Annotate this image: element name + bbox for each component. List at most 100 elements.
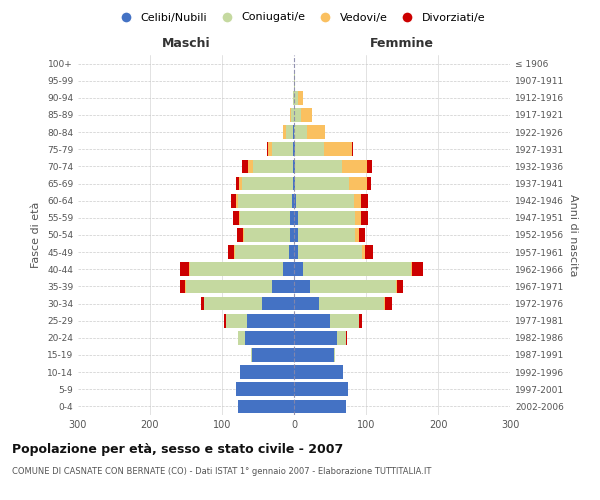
- Bar: [294, 366, 343, 379]
- Bar: [226, 314, 247, 328]
- Bar: [244, 228, 290, 242]
- Bar: [190, 262, 283, 276]
- Bar: [290, 211, 294, 224]
- Bar: [365, 246, 373, 259]
- Bar: [233, 211, 239, 224]
- Text: COMUNE DI CASNATE CON BERNATE (CO) - Dati ISTAT 1° gennaio 2007 - Elaborazione T: COMUNE DI CASNATE CON BERNATE (CO) - Dat…: [12, 468, 431, 476]
- Bar: [186, 280, 272, 293]
- Bar: [224, 314, 226, 328]
- Bar: [290, 108, 291, 122]
- Bar: [410, 262, 412, 276]
- Bar: [201, 296, 204, 310]
- Bar: [307, 126, 325, 139]
- Bar: [330, 314, 359, 328]
- Y-axis label: Anni di nascita: Anni di nascita: [568, 194, 578, 276]
- Bar: [289, 246, 294, 259]
- Bar: [292, 194, 294, 207]
- Text: Popolazione per età, sesso e stato civile - 2007: Popolazione per età, sesso e stato civil…: [12, 442, 343, 456]
- Bar: [185, 280, 186, 293]
- Bar: [229, 246, 234, 259]
- Bar: [296, 194, 354, 207]
- Bar: [294, 228, 298, 242]
- Bar: [290, 228, 294, 242]
- Bar: [293, 160, 294, 173]
- Bar: [295, 142, 323, 156]
- Bar: [235, 246, 289, 259]
- Bar: [294, 331, 337, 344]
- Bar: [294, 314, 330, 328]
- Bar: [294, 348, 334, 362]
- Bar: [238, 194, 292, 207]
- Bar: [294, 211, 298, 224]
- Bar: [355, 211, 361, 224]
- Bar: [294, 262, 302, 276]
- Bar: [294, 91, 298, 104]
- Bar: [239, 211, 240, 224]
- Bar: [294, 382, 348, 396]
- Bar: [349, 176, 367, 190]
- Legend: Celibi/Nubili, Coniugati/e, Vedovi/e, Divorziati/e: Celibi/Nubili, Coniugati/e, Vedovi/e, Di…: [110, 8, 490, 27]
- Bar: [298, 246, 362, 259]
- Bar: [248, 160, 253, 173]
- Bar: [293, 126, 294, 139]
- Bar: [359, 228, 365, 242]
- Bar: [243, 228, 244, 242]
- Bar: [283, 262, 294, 276]
- Bar: [251, 348, 252, 362]
- Bar: [236, 194, 238, 207]
- Bar: [294, 246, 298, 259]
- Bar: [294, 194, 296, 207]
- Bar: [346, 331, 347, 344]
- Bar: [355, 228, 359, 242]
- Bar: [385, 296, 392, 310]
- Bar: [298, 228, 355, 242]
- Text: Femmine: Femmine: [370, 37, 434, 50]
- Bar: [242, 176, 293, 190]
- Bar: [298, 211, 355, 224]
- Bar: [238, 331, 245, 344]
- Bar: [272, 280, 294, 293]
- Bar: [179, 280, 185, 293]
- Bar: [319, 296, 384, 310]
- Bar: [240, 211, 290, 224]
- Bar: [367, 160, 373, 173]
- Bar: [396, 280, 397, 293]
- Bar: [367, 176, 371, 190]
- Bar: [352, 142, 353, 156]
- Bar: [298, 91, 304, 104]
- Bar: [236, 176, 239, 190]
- Bar: [237, 228, 243, 242]
- Bar: [293, 142, 294, 156]
- Bar: [295, 176, 349, 190]
- Bar: [189, 262, 190, 276]
- Bar: [247, 314, 294, 328]
- Bar: [301, 108, 312, 122]
- Bar: [239, 176, 242, 190]
- Bar: [294, 160, 295, 173]
- Y-axis label: Fasce di età: Fasce di età: [31, 202, 41, 268]
- Bar: [359, 314, 362, 328]
- Bar: [293, 91, 294, 104]
- Bar: [236, 382, 294, 396]
- Bar: [342, 160, 367, 173]
- Bar: [294, 108, 301, 122]
- Bar: [242, 160, 248, 173]
- Bar: [234, 246, 235, 259]
- Bar: [180, 262, 189, 276]
- Bar: [362, 246, 365, 259]
- Bar: [253, 160, 293, 173]
- Bar: [294, 126, 307, 139]
- Text: Maschi: Maschi: [161, 37, 211, 50]
- Bar: [252, 348, 294, 362]
- Bar: [283, 126, 286, 139]
- Bar: [238, 400, 294, 413]
- Bar: [295, 160, 342, 173]
- Bar: [204, 296, 262, 310]
- Bar: [397, 280, 403, 293]
- Bar: [262, 296, 294, 310]
- Bar: [294, 280, 310, 293]
- Bar: [361, 211, 368, 224]
- Bar: [294, 74, 295, 88]
- Bar: [310, 280, 396, 293]
- Bar: [334, 348, 335, 362]
